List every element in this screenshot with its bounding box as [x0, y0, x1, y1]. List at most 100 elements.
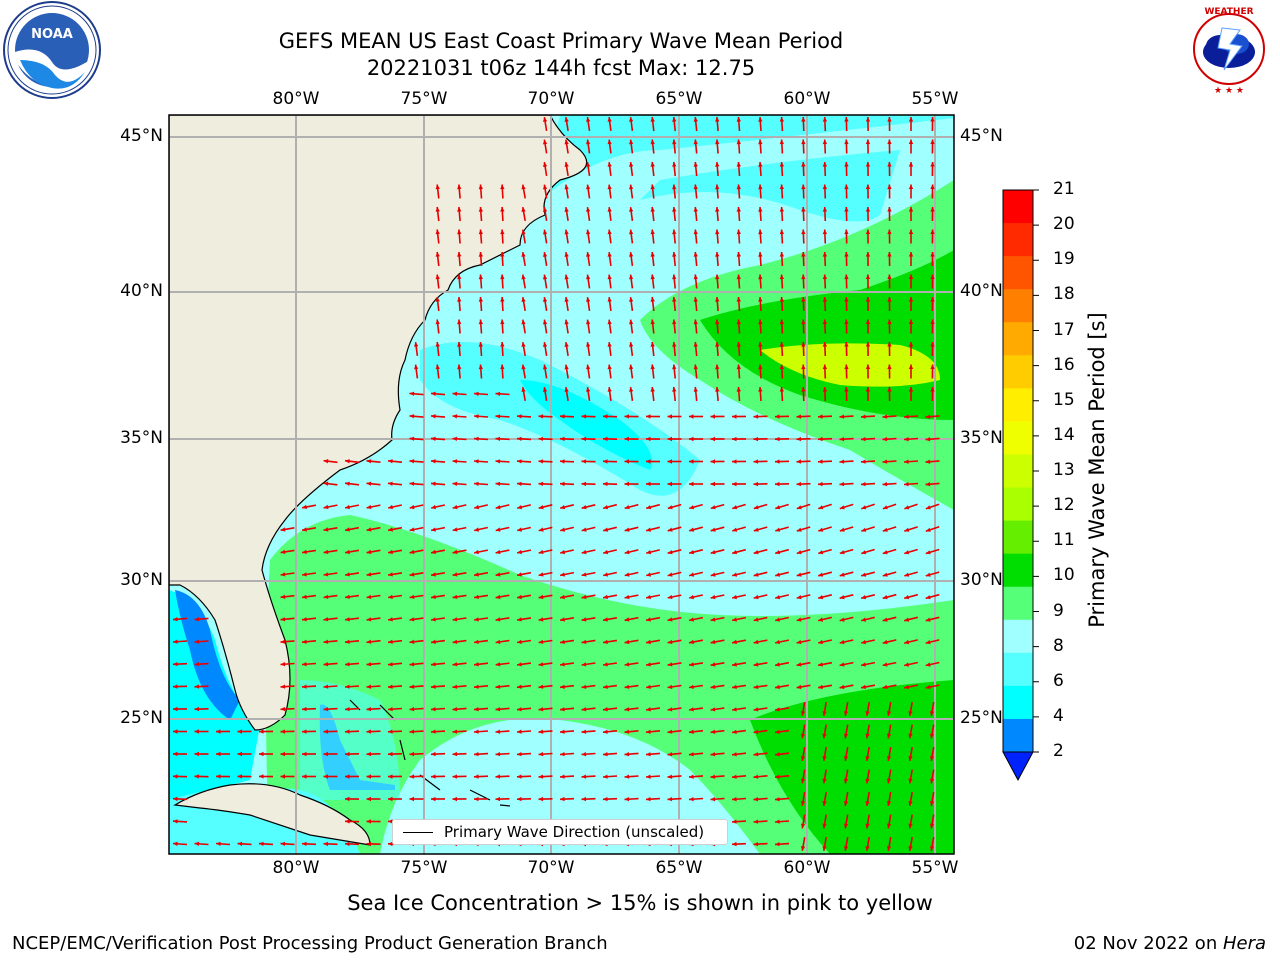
wave-arrow-head — [366, 617, 372, 622]
wave-arrow-head — [843, 778, 849, 784]
wave-arrow-head — [650, 229, 655, 235]
wave-arrow-head — [822, 297, 828, 302]
wave-arrow-head — [882, 617, 888, 622]
wave-arrow-head — [457, 297, 462, 302]
wave-arrow-head — [495, 639, 501, 644]
map-frame — [168, 114, 955, 855]
wave-arrow-head — [710, 505, 716, 510]
wave-arrow-head — [861, 459, 866, 464]
wave-arrow-head — [732, 481, 737, 487]
wave-arrow-head — [886, 733, 892, 739]
wave-arrow-head — [732, 414, 737, 419]
wave-arrow-head — [366, 751, 372, 757]
wave-arrow-head — [345, 729, 350, 734]
wave-arrow-head — [887, 319, 892, 324]
wave-arrow-head — [586, 342, 591, 347]
wave-arrow-head — [736, 252, 741, 257]
wave-arrow-head — [452, 549, 458, 555]
wave-arrow-head — [624, 459, 629, 464]
wave-arrow-head — [672, 364, 677, 370]
wave-arrow-head — [667, 550, 673, 555]
wave-arrow-head — [822, 364, 828, 370]
wave-arrow-head — [908, 387, 914, 392]
wave-arrow-head — [280, 706, 286, 712]
wave-arrow-head — [457, 207, 462, 212]
wave-arrow-head — [710, 729, 716, 734]
wave-arrow-head — [710, 662, 716, 667]
wave-arrow-head — [603, 505, 609, 510]
wave-arrow-head — [908, 297, 914, 302]
wave-arrow-head — [818, 662, 823, 667]
wave-arrow-head — [930, 139, 935, 144]
wave-arrow-head — [366, 774, 371, 779]
wave-arrow-head — [457, 274, 462, 280]
wave-arrow-head — [560, 752, 565, 757]
wave-arrow-head — [603, 707, 608, 712]
wave-arrow-head — [388, 684, 393, 689]
wave-arrow-head — [173, 706, 178, 712]
colorbar-tick-label: 2 — [1053, 741, 1064, 761]
wave-arrow-head — [886, 823, 892, 829]
wave-arrow-head — [925, 550, 931, 555]
wave-arrow-head — [538, 796, 544, 802]
wave-arrow-head — [887, 184, 892, 189]
wave-arrow-head — [323, 572, 329, 577]
wave-arrow-head — [345, 504, 350, 510]
colorbar-tick-label: 16 — [1053, 354, 1075, 375]
colorbar-tick-label: 15 — [1053, 389, 1075, 410]
wave-arrow-head — [173, 662, 178, 667]
wave-arrow-head — [564, 184, 569, 190]
wave-arrow-head — [457, 184, 462, 190]
colorbar-band — [1003, 487, 1033, 522]
wave-arrow-head — [560, 729, 565, 734]
wave-arrow-head — [388, 751, 393, 757]
wave-arrow-head — [474, 684, 479, 689]
wave-arrow-head — [586, 207, 591, 212]
nws-logo: WEATHER ★ ★ ★ — [1182, 2, 1276, 96]
wave-arrow-head — [882, 572, 888, 577]
wave-arrow-head — [732, 459, 737, 464]
wave-arrow-head — [865, 756, 870, 761]
wave-arrow-head — [925, 684, 931, 690]
wave-arrow-head — [586, 229, 591, 235]
wave-arrow-head — [822, 778, 827, 784]
wave-arrow-head — [603, 774, 608, 779]
wave-arrow-head — [409, 436, 415, 441]
wave-arrow-head — [624, 505, 630, 510]
wave-arrow-head — [538, 505, 544, 510]
land-north-america — [169, 115, 588, 731]
wave-arrow-head — [603, 527, 609, 532]
wave-arrow-head — [302, 662, 307, 667]
wave-arrow-head — [495, 459, 501, 464]
wave-arrow-head — [603, 572, 608, 577]
wave-arrow-head — [667, 481, 672, 487]
wave-arrow-head — [775, 707, 780, 712]
wave-arrow-head — [457, 342, 462, 347]
wave-arrow-head — [194, 662, 200, 667]
wave-arrow-head — [345, 774, 350, 779]
wave-arrow-head — [779, 274, 784, 280]
wave-arrow-head — [904, 459, 909, 464]
wave-arrow-head — [689, 550, 695, 555]
wave-arrow-head — [495, 774, 501, 779]
lon-label-bottom: 55°W — [911, 858, 959, 878]
wave-arrow-head — [521, 184, 526, 190]
colorbar-band — [1003, 256, 1033, 290]
wave-arrow-head — [930, 364, 935, 369]
wave-arrow-head — [818, 481, 823, 487]
wave-arrow-head — [607, 342, 612, 347]
wave-arrow-head — [624, 684, 630, 689]
wave-arrow-head — [710, 481, 715, 487]
wave-arrow-head — [366, 572, 372, 577]
wave-arrow-head — [844, 184, 849, 190]
wave-arrow-head — [689, 752, 694, 757]
wave-arrow-head — [517, 707, 522, 712]
lon-label-bottom: 65°W — [655, 858, 703, 878]
wave-arrow-head — [173, 819, 178, 824]
wave-arrow-head — [710, 774, 716, 779]
wave-arrow-head — [865, 823, 870, 829]
wave-arrow-head — [431, 751, 436, 757]
wave-arrow-head — [495, 729, 501, 734]
wave-arrow-head — [431, 684, 436, 689]
wave-arrow-head — [646, 414, 651, 419]
